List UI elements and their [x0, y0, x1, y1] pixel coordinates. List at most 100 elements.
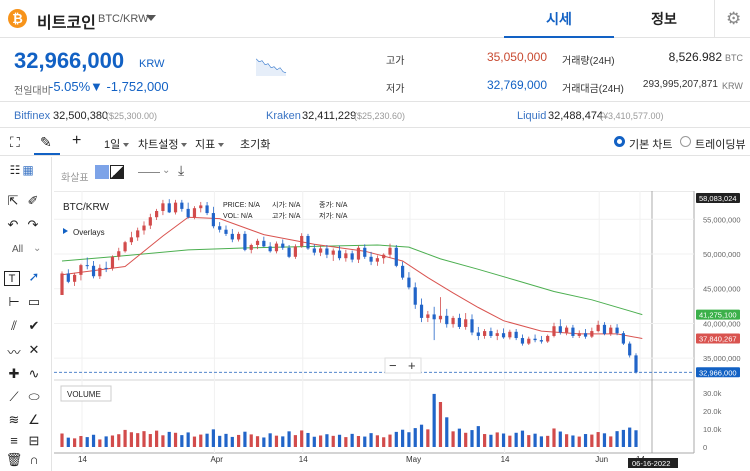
list-view-icon[interactable]: ☷ — [9, 163, 21, 177]
candle-body — [192, 208, 197, 218]
exchange-sub: ($25,230.60) — [354, 111, 406, 121]
candle-body — [520, 338, 525, 344]
coin-name[interactable]: 비트코인 — [37, 15, 96, 32]
zigzag-icon[interactable]: 〰 — [7, 345, 21, 360]
magnet-icon[interactable]: ∩ — [29, 452, 39, 467]
candle-body — [628, 343, 632, 356]
candle-body — [186, 208, 190, 218]
date-tag — [628, 458, 678, 468]
volume-bar — [293, 435, 297, 447]
volume-bar — [331, 435, 335, 447]
tradingview-label[interactable]: 트레이딩뷰 — [695, 139, 746, 151]
zoom-in-button[interactable]: + — [408, 358, 416, 373]
low-label: 저가 — [386, 84, 405, 95]
line-style-icon[interactable] — [138, 172, 160, 173]
volume-bar — [634, 430, 638, 447]
volume-bar — [470, 430, 474, 447]
candle-body — [155, 210, 159, 218]
candle-body — [476, 332, 480, 336]
ohlc-legend: PRICE: N/A 시가: N/A 종가: N/A VOL: N/A 고가: … — [223, 200, 348, 220]
volume-bar — [142, 431, 146, 447]
undo-icon[interactable]: ↶ — [7, 217, 19, 232]
volume-bar — [602, 433, 607, 447]
exchange-name[interactable]: Bitfinex — [14, 110, 51, 122]
volume-bar — [571, 435, 575, 447]
candle-body — [407, 277, 411, 288]
basic-chart-radio[interactable] — [614, 136, 625, 147]
price-chart[interactable]: 55,000,000 50,000,000 45,000,000 40,000,000… — [54, 191, 750, 471]
candle-body — [274, 243, 279, 252]
chevron-down-icon[interactable] — [146, 15, 156, 21]
candle-body — [621, 333, 625, 344]
chart-settings-menu[interactable]: 차트설정 — [138, 136, 187, 152]
indicators-menu[interactable]: 지표 — [195, 136, 224, 152]
triangle-icon[interactable] — [63, 228, 68, 234]
tradingview-radio[interactable] — [680, 136, 691, 147]
exchange-name[interactable]: Kraken — [266, 110, 301, 122]
candle-body — [319, 248, 323, 253]
fibonacci-icon[interactable]: ≋ — [8, 412, 20, 427]
candle-body — [432, 314, 436, 320]
crosshair-icon[interactable]: ✚ — [8, 366, 20, 381]
grid-view-icon[interactable]: ▦ — [22, 163, 34, 177]
parallel-lines-icon[interactable]: ⫽ — [11, 318, 17, 333]
volume-bar — [230, 436, 234, 447]
price-tag-label: 41,275,100 — [699, 311, 737, 320]
volume-bar — [319, 435, 323, 447]
plus-icon[interactable]: + — [72, 132, 82, 149]
exchange-name[interactable]: Liquid — [517, 110, 547, 122]
price-tag-label: 32,966,000 — [699, 368, 737, 377]
candle-body — [205, 205, 209, 214]
chevron-down-icon[interactable]: ⌄ — [162, 165, 171, 176]
cross-icon[interactable]: ✕ — [28, 342, 40, 357]
y-tick-label: 45,000,000 — [703, 285, 741, 294]
tab-info[interactable]: 정보 — [651, 11, 677, 27]
cursor-icon[interactable]: ⇱ — [7, 193, 19, 208]
comment-icon[interactable]: ▭ — [27, 294, 41, 309]
trend-line-icon[interactable]: ⟋ — [9, 389, 19, 404]
volume-tick-label: 30.0k — [703, 389, 722, 398]
volume-bar — [325, 434, 329, 447]
candle-body — [287, 247, 291, 257]
volume-bar — [451, 431, 455, 447]
period-select[interactable]: 1일 — [104, 136, 129, 152]
fan-icon[interactable]: ≡ — [10, 433, 18, 448]
current-price: 32,966,000 — [14, 48, 125, 73]
volume-bar — [438, 402, 443, 447]
candle-body — [533, 338, 537, 341]
check-icon[interactable]: ✔ — [28, 318, 40, 333]
fill-swatch[interactable] — [110, 165, 124, 179]
gear-icon[interactable]: ⚙ — [726, 9, 742, 28]
fullscreen-icon[interactable]: ⛶ — [10, 134, 20, 150]
color-swatch[interactable] — [95, 165, 109, 179]
zoom-out-button[interactable]: − — [389, 358, 397, 373]
squiggle-icon[interactable]: ∿ — [28, 366, 40, 381]
price-tag-label: 58,083,024 — [699, 194, 737, 203]
overlays-label[interactable]: Overlays — [73, 228, 105, 237]
ellipse-icon[interactable]: ⬭ — [28, 389, 40, 404]
reset-button[interactable]: 초기화 — [240, 139, 271, 151]
eraser-icon[interactable]: ✐ — [27, 193, 39, 208]
trash-icon[interactable]: 🗑 — [5, 452, 23, 467]
volume-bar — [85, 437, 89, 447]
filter-all[interactable]: All — [12, 244, 24, 255]
volume-bar — [621, 429, 625, 447]
arrow-tool-icon[interactable]: ➚ — [28, 269, 40, 284]
angle-icon[interactable]: ∠ — [28, 412, 40, 427]
horizontal-line-icon[interactable]: ⊢ — [8, 294, 20, 309]
volume-label: VOLUME — [67, 390, 101, 399]
download-icon[interactable]: ⤓ — [178, 162, 185, 178]
measure-icon[interactable]: ⊟ — [28, 433, 40, 448]
text-tool-icon[interactable]: T — [4, 271, 20, 286]
volume-bar — [268, 433, 272, 447]
tab-price[interactable]: 시세 — [504, 0, 614, 38]
coin-pair[interactable]: BTC/KRW — [98, 13, 149, 25]
basic-chart-label[interactable]: 기본 차트 — [629, 139, 673, 151]
exchange-sub: ($25,300.00) — [106, 111, 158, 121]
redo-icon[interactable]: ↷ — [27, 217, 39, 232]
candle-body — [249, 244, 253, 250]
chevron-down-icon[interactable]: ⌄ — [33, 243, 42, 254]
candle-body — [508, 331, 512, 338]
pen-icon[interactable]: ✎ — [40, 134, 52, 150]
volume-bar — [243, 431, 247, 447]
